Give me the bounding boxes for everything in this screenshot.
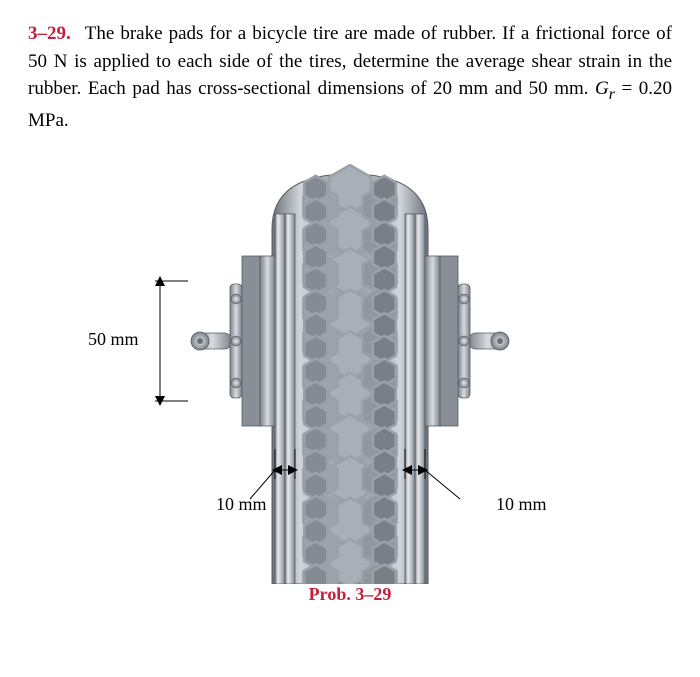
figure-svg (130, 164, 570, 584)
rim-right (405, 214, 425, 584)
problem-statement: 3–29.The brake pads for a bicycle tire a… (28, 20, 672, 134)
problem-body-1: The brake pads for a bicycle tire are ma… (28, 23, 672, 99)
label-10mm-right: 10 mm (496, 494, 547, 515)
brake-right (425, 256, 509, 426)
label-50mm: 50 mm (88, 329, 139, 350)
gr-g: G (595, 78, 609, 99)
dim-50mm (155, 281, 188, 401)
figure-svg-wrap (130, 164, 570, 589)
tire-tread (303, 165, 396, 584)
problem-number: 3–29. (28, 23, 71, 44)
brake-left (191, 256, 275, 426)
rim-left (275, 214, 295, 584)
figure-caption: Prob. 3–29 (309, 584, 392, 605)
label-10mm-left: 10 mm (216, 494, 267, 515)
figure: 50 mm 10 mm 10 mm Prob. 3–29 (28, 164, 672, 644)
